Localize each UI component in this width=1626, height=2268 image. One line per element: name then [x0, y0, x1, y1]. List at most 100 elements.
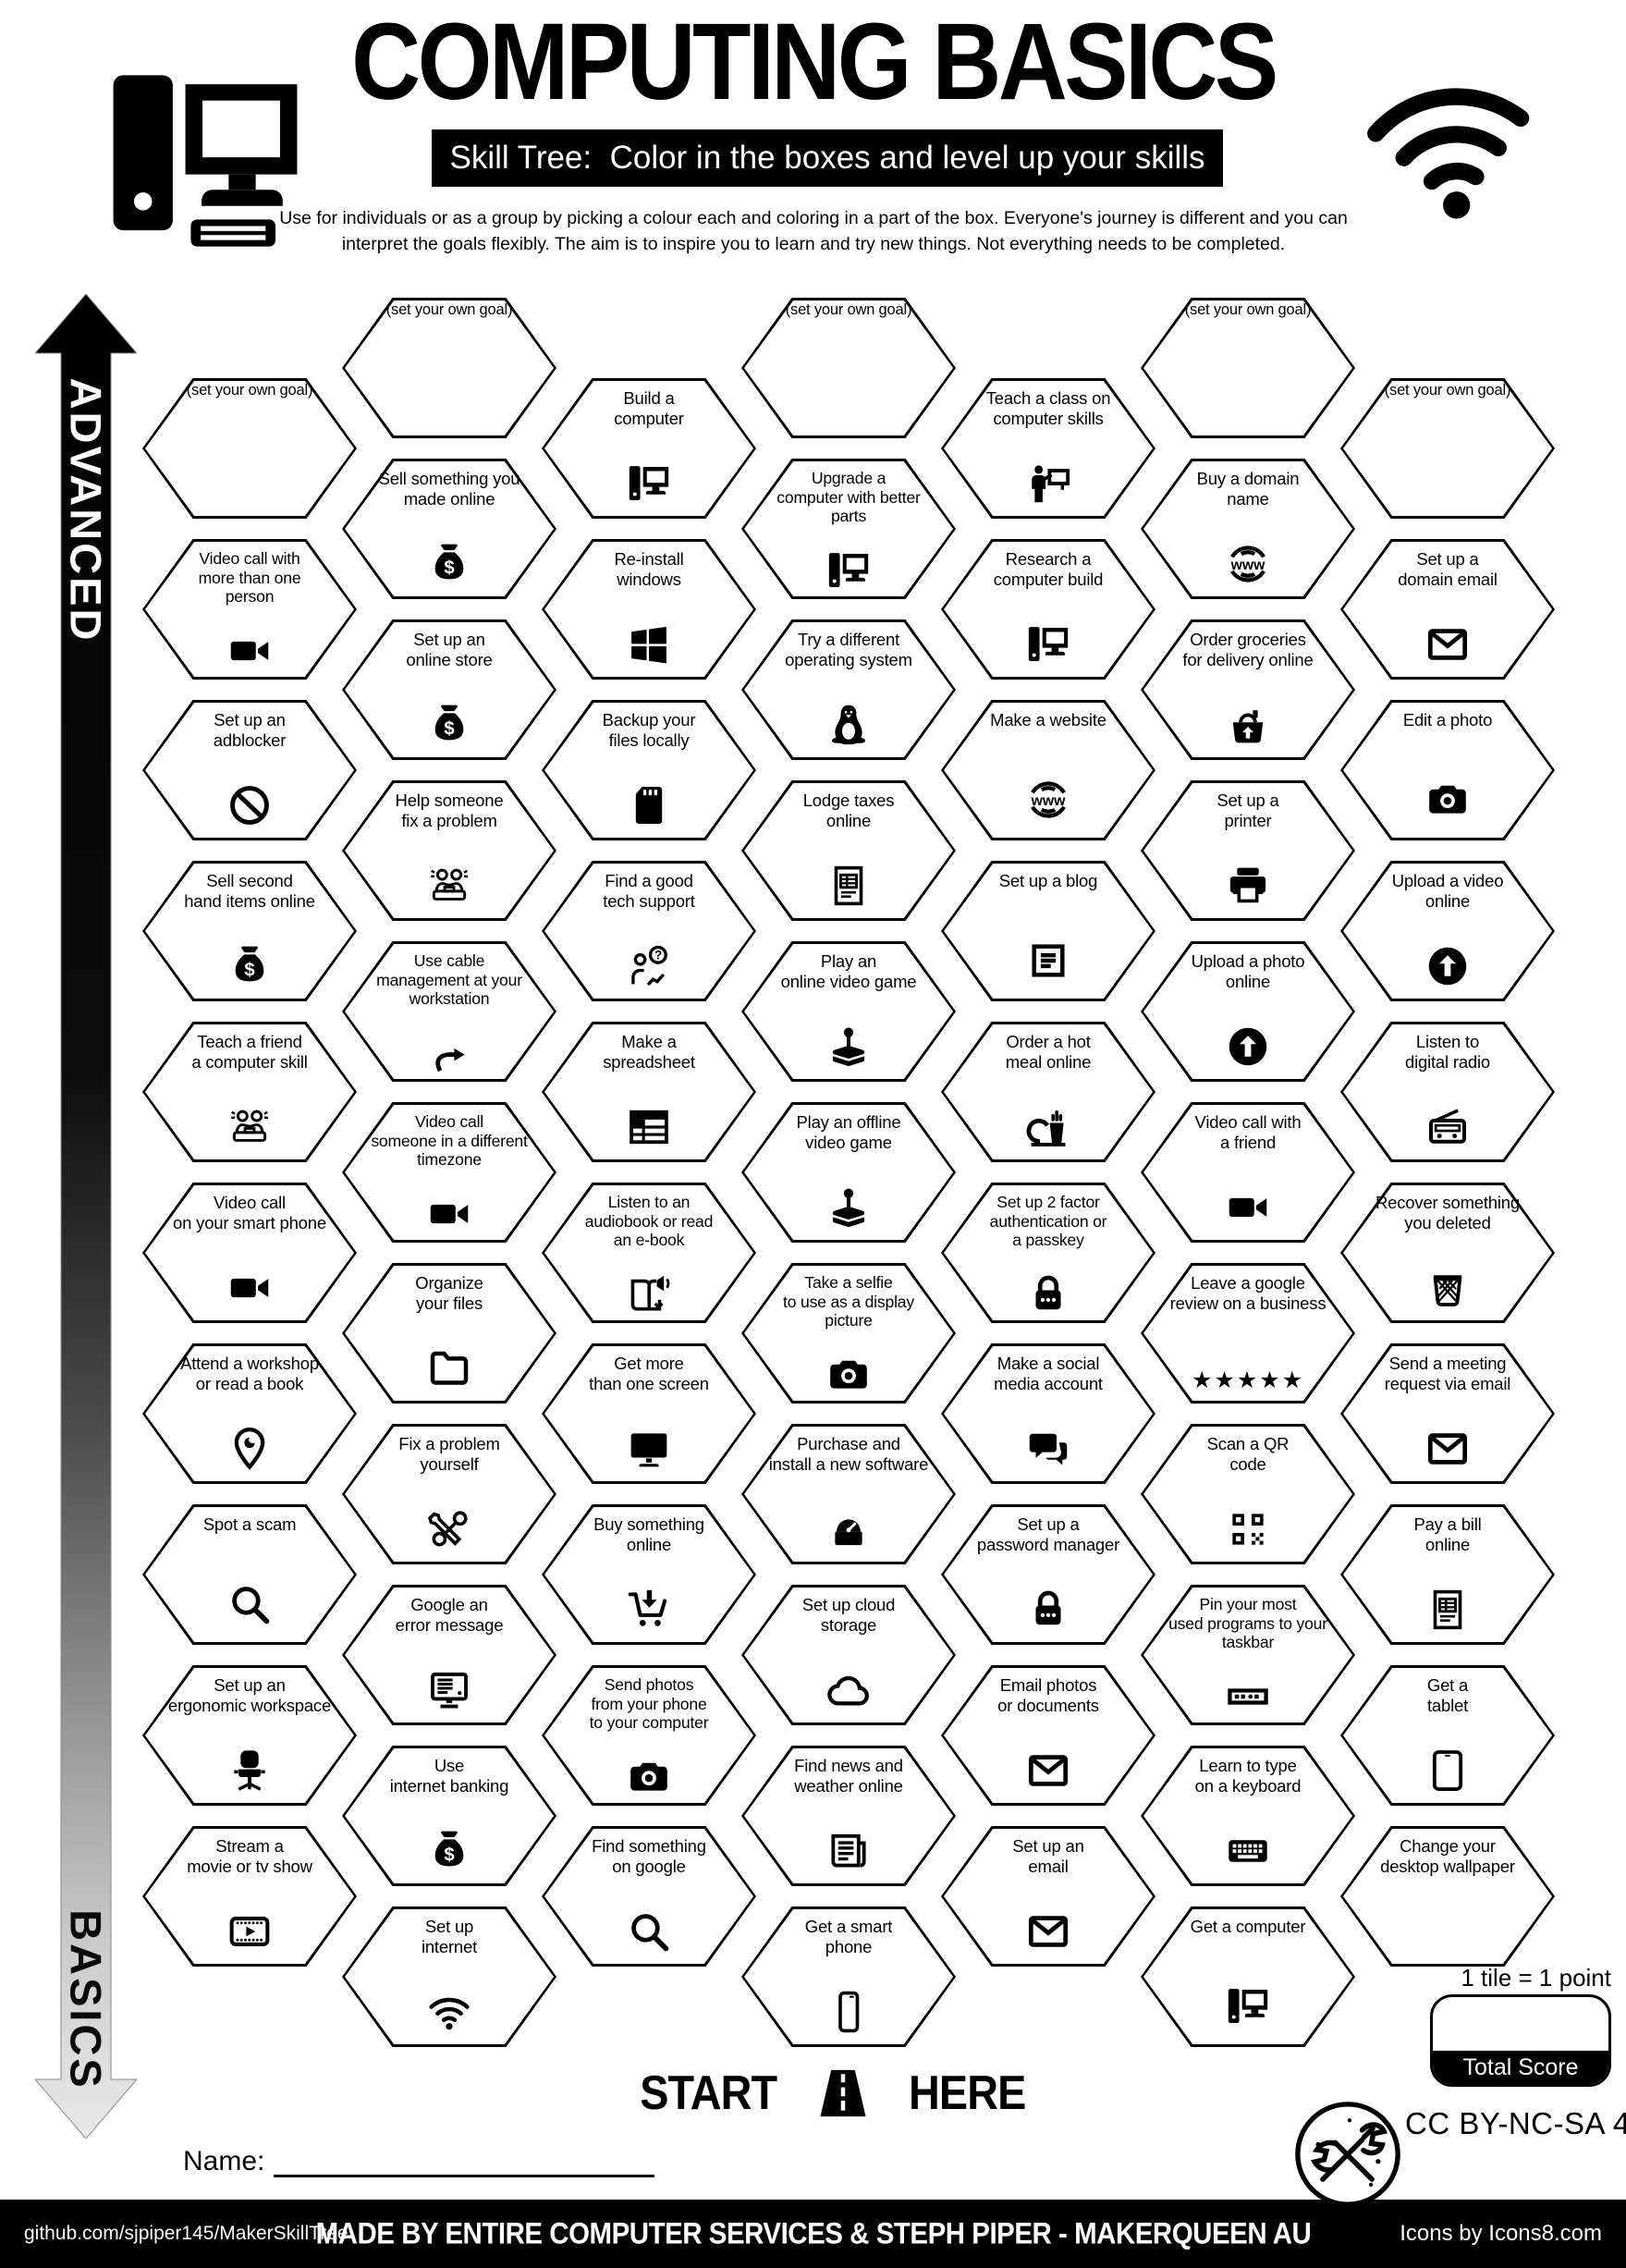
hex-tile-purchase-and-install-a-new-software[interactable]: Purchase and install a new software: [741, 1424, 956, 1564]
hex-tile-buy-a-domain-name[interactable]: Buy a domain name www: [1141, 459, 1355, 599]
hex-tile-lodge-taxes-online[interactable]: Lodge taxes online: [741, 780, 956, 921]
hex-tile-upload-a-video-online[interactable]: Upload a video online: [1340, 861, 1555, 1001]
hex-tile-backup-your-files-locally[interactable]: Backup your files locally: [542, 700, 756, 840]
hex-tile-set-up-a-domain-email[interactable]: Set up a domain email: [1340, 539, 1555, 680]
hex-tile-goal[interactable]: (set your own goal): [741, 298, 956, 438]
hex-fill-area[interactable]: [1143, 1427, 1352, 1562]
hex-tile-stream-a-movie-or-tv-show[interactable]: Stream a movie or tv show: [142, 1826, 357, 1967]
hex-fill-area[interactable]: [1343, 703, 1552, 838]
hex-fill-area[interactable]: [744, 1588, 953, 1722]
hex-tile-listen-to-an-audiobook-or-read-an-e-book[interactable]: Listen to an audiobook or read an e-book: [542, 1183, 756, 1323]
hex-tile-build-a-computer[interactable]: Build a computer: [542, 378, 756, 519]
hex-tile-email-photos-or-documents[interactable]: Email photos or documents: [941, 1665, 1155, 1806]
hex-fill-area[interactable]: [1343, 381, 1552, 516]
hex-tile-set-up-an-email[interactable]: Set up an email: [941, 1826, 1155, 1967]
hex-tile-scan-a-qr-code[interactable]: Scan a QR code: [1141, 1424, 1355, 1564]
hex-tile-google-an-error-message[interactable]: Google an error message: [342, 1585, 556, 1725]
hex-tile-spot-a-scam[interactable]: Spot a scam: [142, 1504, 357, 1645]
hex-tile-attend-a-workshop-or-read-a-book[interactable]: Attend a workshop or read a book: [142, 1343, 357, 1484]
hex-fill-area[interactable]: [944, 1024, 1153, 1159]
hex-tile-set-up-a-password-manager[interactable]: Set up a password manager: [941, 1504, 1155, 1645]
hex-tile-buy-something-online[interactable]: Buy something online: [542, 1504, 756, 1645]
hex-tile-play-an-offline-video-game[interactable]: Play an offline video game: [741, 1102, 956, 1243]
hex-tile-organize-your-files[interactable]: Organize your files: [342, 1263, 556, 1404]
hex-tile-goal[interactable]: (set your own goal): [1141, 298, 1355, 438]
total-score-box[interactable]: Total Score: [1430, 1994, 1611, 2087]
hex-tile-video-call-someone-in-a-different-timezone[interactable]: Video call someone in a different timezone: [342, 1102, 556, 1243]
hex-tile-sell-something-you-made-online[interactable]: Sell something you made online $: [342, 459, 556, 599]
hex-tile-use-internet-banking[interactable]: Use internet banking $: [342, 1746, 556, 1886]
hex-tile-teach-a-class-on-computer-skills[interactable]: Teach a class on computer skills: [941, 378, 1155, 519]
hex-fill-area[interactable]: [1143, 1105, 1352, 1240]
hex-fill-area[interactable]: [345, 300, 554, 435]
hex-tile-send-photos-from-your-phone-to-your-computer[interactable]: Send photos from your phone to your comput…: [542, 1665, 756, 1806]
hex-tile-video-call-with-more-than-one-person[interactable]: Video call with more than one person: [142, 539, 357, 680]
hex-fill-area[interactable]: [145, 703, 354, 838]
hex-tile-teach-a-friend-a-computer-skill[interactable]: Teach a friend a computer skill: [142, 1022, 357, 1162]
hex-fill-area[interactable]: [544, 1024, 753, 1159]
hex-fill-area[interactable]: [145, 381, 354, 516]
hex-tile-play-an-online-video-game[interactable]: Play an online video game: [741, 941, 956, 1082]
hex-fill-area[interactable]: [744, 1909, 953, 2044]
hex-fill-area[interactable]: [145, 1507, 354, 1642]
hex-tile-recover-something-you-deleted[interactable]: Recover something you deleted: [1340, 1183, 1555, 1323]
hex-fill-area[interactable]: [944, 1829, 1153, 1964]
hex-fill-area[interactable]: [744, 461, 953, 596]
hex-fill-area[interactable]: [345, 783, 554, 918]
hex-tile-fix-a-problem-yourself[interactable]: Fix a problem yourself: [342, 1424, 556, 1564]
hex-tile-make-a-spreadsheet[interactable]: Make a spreadsheet: [542, 1022, 756, 1162]
hex-fill-area[interactable]: [1343, 1346, 1552, 1481]
hex-tile-pin-your-most-used-programs-to-your-taskbar[interactable]: Pin your most used programs to your taskba…: [1141, 1585, 1355, 1725]
hex-fill-area[interactable]: [744, 300, 953, 435]
hex-tile-set-up-an-ergonomic-workspace[interactable]: Set up an ergonomic workspace: [142, 1665, 357, 1806]
hex-tile-research-a-computer-build[interactable]: Research a computer build: [941, 539, 1155, 680]
hex-fill-area[interactable]: [1343, 1185, 1552, 1320]
hex-tile-use-cable-management-at-your-workstation[interactable]: Use cable management at your workstation: [342, 941, 556, 1082]
hex-fill-area[interactable]: [145, 1024, 354, 1159]
hex-tile-leave-a-google-review-on-a-business[interactable]: Leave a google review on a business ★★★★★: [1141, 1263, 1355, 1404]
hex-tile-sell-second-hand-items-online[interactable]: Sell second hand items online $: [142, 861, 357, 1001]
hex-tile-get-a-computer[interactable]: Get a computer: [1141, 1906, 1355, 2047]
hex-tile-get-a-tablet[interactable]: Get a tablet: [1340, 1665, 1555, 1806]
hex-tile-video-call-with-a-friend[interactable]: Video call with a friend: [1141, 1102, 1355, 1243]
hex-tile-set-up-a-blog[interactable]: Set up a blog: [941, 861, 1155, 1001]
hex-fill-area[interactable]: [1143, 1909, 1352, 2044]
hex-fill-area[interactable]: [744, 1748, 953, 1883]
hex-tile-order-a-hot-meal-online[interactable]: Order a hot meal online: [941, 1022, 1155, 1162]
hex-tile-find-a-good-tech-support[interactable]: Find a good tech support?: [542, 861, 756, 1001]
hex-fill-area[interactable]: [544, 864, 753, 999]
hex-tile-pay-a-bill-online[interactable]: Pay a bill online: [1340, 1504, 1555, 1645]
hex-fill-area[interactable]: [145, 1346, 354, 1481]
hex-fill-area[interactable]: [345, 1909, 554, 2044]
hex-tile-help-someone-fix-a-problem[interactable]: Help someone fix a problem: [342, 780, 556, 921]
hex-fill-area[interactable]: [1343, 1668, 1552, 1803]
hex-tile-order-groceries-for-delivery-online[interactable]: Order groceries for delivery online: [1141, 619, 1355, 760]
hex-fill-area[interactable]: [544, 1507, 753, 1642]
hex-tile-take-a-selfie-to-use-as-a-display-picture[interactable]: Take a selfie to use as a display picture: [741, 1263, 956, 1404]
hex-tile-re-install-windows[interactable]: Re-install windows: [542, 539, 756, 680]
hex-fill-area[interactable]: [345, 1266, 554, 1401]
hex-tile-try-a-different-operating-system[interactable]: Try a different operating system: [741, 619, 956, 760]
hex-fill-area[interactable]: [145, 1185, 354, 1320]
hex-tile-make-a-social-media-account[interactable]: Make a social media account: [941, 1343, 1155, 1484]
hex-tile-upgrade-a-computer-with-better-parts[interactable]: Upgrade a computer with better parts: [741, 459, 956, 599]
hex-tile-find-something-on-google[interactable]: Find something on google: [542, 1826, 756, 1967]
hex-tile-goal[interactable]: (set your own goal): [1340, 378, 1555, 519]
hex-tile-get-more-than-one-screen[interactable]: Get more than one screen: [542, 1343, 756, 1484]
hex-fill-area[interactable]: [1143, 1266, 1352, 1401]
hex-tile-goal[interactable]: (set your own goal): [142, 378, 357, 519]
hex-tile-set-up-2-factor-authentication-or-a-passkey[interactable]: Set up 2 factor authentication or a passke…: [941, 1183, 1155, 1323]
hex-fill-area[interactable]: [944, 381, 1153, 516]
hex-tile-video-call-on-your-smart-phone[interactable]: Video call on your smart phone: [142, 1183, 357, 1323]
hex-fill-area[interactable]: [944, 1668, 1153, 1803]
hex-tile-send-a-meeting-request-via-email[interactable]: Send a meeting request via email: [1340, 1343, 1555, 1484]
hex-fill-area[interactable]: [1343, 542, 1552, 677]
hex-fill-area[interactable]: [1343, 1024, 1552, 1159]
hex-tile-make-a-website[interactable]: Make a website www: [941, 700, 1155, 840]
hex-fill-area[interactable]: [1143, 1588, 1352, 1722]
hex-tile-find-news-and-weather-online[interactable]: Find news and weather online: [741, 1746, 956, 1886]
hex-fill-area[interactable]: [1143, 300, 1352, 435]
hex-tile-set-up-an-adblocker[interactable]: Set up an adblocker: [142, 700, 357, 840]
hex-fill-area[interactable]: [1343, 1829, 1552, 1964]
hex-tile-learn-to-type-on-a-keyboard[interactable]: Learn to type on a keyboard: [1141, 1746, 1355, 1886]
